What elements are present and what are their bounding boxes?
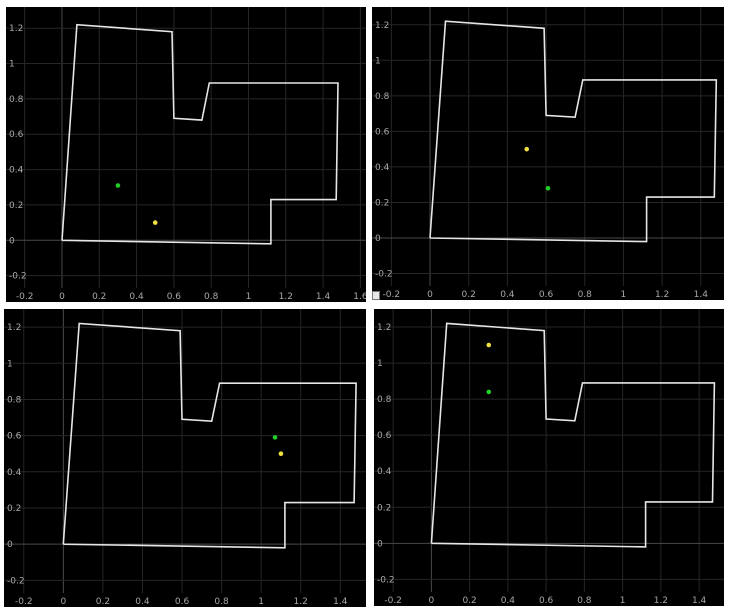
x-tick-label: 1 [620, 596, 626, 606]
y-tick-label: 1.2 [7, 323, 21, 333]
y-tick-label: 1 [9, 60, 15, 70]
x-tick-label: 1 [621, 290, 627, 300]
x-tick-label: -0.2 [383, 290, 401, 300]
x-tick-label: 0 [427, 290, 433, 300]
y-tick-label: 0.2 [9, 201, 23, 211]
y-tick-label: 0.4 [7, 468, 22, 478]
x-tick-label: 1.6 [353, 292, 366, 302]
x-tick-label: -0.2 [15, 597, 33, 607]
y-tick-label: 0.4 [375, 163, 390, 173]
y-tick-label: 0 [9, 236, 15, 246]
y-tick-label: -0.2 [377, 575, 395, 585]
y-tick-label: 0.8 [377, 395, 392, 405]
y-tick-label: 0 [377, 539, 383, 549]
x-tick-label: 0.6 [539, 290, 554, 300]
y-tick-label: 0 [7, 540, 13, 550]
green-point [115, 183, 121, 188]
y-tick-label: 1.2 [375, 21, 389, 31]
plot-panel-top-right: -0.2 0 0.2 0.4 0.6 0.8 1 1.2 1.4 -0.2 0 0.2 0.4 0.6 0.… [372, 7, 724, 300]
x-tick-label: 0.6 [167, 292, 182, 302]
y-tick-label: 0.4 [377, 467, 392, 477]
floor-outline-polygon [62, 322, 357, 549]
y-tick-label: 0.6 [377, 431, 392, 441]
x-tick-label: -0.2 [384, 596, 402, 606]
y-tick-label: 1 [375, 56, 381, 66]
y-tick-label: 0.2 [7, 504, 21, 514]
y-tick-label: 0 [375, 234, 381, 244]
x-tick-label: 1.4 [333, 597, 348, 607]
plot-panel-bottom-right: -0.2 0 0.2 0.4 0.6 0.8 1 1.2 1.4 -0.2 0 0.2 0.4 0.6 0.… [374, 309, 724, 606]
yellow-point [486, 342, 492, 348]
plot-panel-top-left: -0.2 0 0.2 0.4 0.6 0.8 1 1.2 1.4 1.6 -0.2 0 0.2 0.4 0.… [6, 7, 366, 302]
x-tick-label: 0.8 [204, 292, 219, 302]
x-tick-label: -0.2 [16, 292, 34, 302]
y-tick-label: 1 [377, 359, 383, 369]
x-tick-label: 0.6 [175, 597, 190, 607]
y-tick-label: 0.2 [377, 503, 391, 513]
x-tick-label: 1.4 [694, 290, 709, 300]
yellow-point [278, 451, 284, 457]
x-tick-label: 1.4 [316, 292, 331, 302]
x-tick-label: 0.6 [539, 596, 554, 606]
y-tick-label: 1.2 [377, 323, 391, 333]
y-tick-label: 0.8 [7, 395, 22, 405]
floor-outline-polygon [61, 23, 339, 245]
x-tick-label: 0.2 [96, 597, 110, 607]
x-tick-label: 0.2 [92, 292, 106, 302]
yellow-point [524, 146, 530, 152]
floor-outline-polygon [429, 20, 718, 243]
plot-panel-bottom-left: -0.2 0 0.2 0.4 0.6 0.8 1 1.2 1.4 -0.2 0 0.2 0.4 0.6 0.… [4, 309, 366, 607]
y-tick-label: 0.4 [9, 166, 24, 176]
yellow-point [152, 220, 158, 225]
x-tick-label: 1.2 [654, 596, 668, 606]
x-tick-label: 0 [59, 292, 65, 302]
x-tick-label: 1 [258, 597, 264, 607]
x-tick-label: 0.4 [135, 597, 150, 607]
plot-svg-bottom-right: -0.2 0 0.2 0.4 0.6 0.8 1 1.2 1.4 -0.2 0 0.2 0.4 0.6 0.… [374, 309, 724, 606]
x-tick-label: 1.2 [294, 597, 308, 607]
y-tick-label: 1 [7, 359, 13, 369]
plot-svg-top-right: -0.2 0 0.2 0.4 0.6 0.8 1 1.2 1.4 -0.2 0 0.2 0.4 0.6 0.… [372, 7, 724, 300]
y-tick-label: 0.6 [9, 130, 24, 140]
y-tick-label: -0.2 [375, 270, 393, 280]
x-tick-label: 0 [60, 597, 66, 607]
y-tick-label: 0.8 [9, 95, 24, 105]
plot-svg-top-left: -0.2 0 0.2 0.4 0.6 0.8 1 1.2 1.4 1.6 -0.2 0 0.2 0.4 0.… [6, 7, 366, 302]
x-tick-label: 0.4 [129, 292, 144, 302]
x-tick-label: 1.2 [655, 290, 669, 300]
y-tick-label: -0.2 [9, 272, 27, 282]
plot-svg-bottom-left: -0.2 0 0.2 0.4 0.6 0.8 1 1.2 1.4 -0.2 0 0.2 0.4 0.6 0.… [4, 309, 366, 607]
y-tick-label: 0.8 [375, 92, 390, 102]
green-point [545, 185, 551, 191]
y-tick-label: 0.6 [375, 127, 390, 137]
x-tick-label: 0.8 [577, 596, 592, 606]
x-tick-label: 1.4 [692, 596, 707, 606]
overlay-marker-icon [372, 291, 380, 300]
y-tick-label: 0.2 [375, 198, 389, 208]
x-tick-label: 1 [246, 292, 252, 302]
x-tick-label: 0.4 [500, 290, 515, 300]
x-tick-label: 0.2 [462, 596, 476, 606]
x-tick-label: 0 [429, 596, 435, 606]
y-tick-label: -0.2 [7, 576, 25, 586]
green-point [486, 389, 492, 395]
x-tick-label: 0.8 [578, 290, 593, 300]
green-point [272, 435, 278, 440]
y-tick-label: 1.2 [9, 24, 23, 34]
x-tick-label: 1.2 [279, 292, 293, 302]
x-tick-label: 0.4 [501, 596, 516, 606]
y-tick-label: 0.6 [7, 432, 22, 442]
floor-outline-polygon [430, 322, 716, 548]
x-tick-label: 0.2 [462, 290, 476, 300]
x-tick-label: 0.8 [214, 597, 229, 607]
